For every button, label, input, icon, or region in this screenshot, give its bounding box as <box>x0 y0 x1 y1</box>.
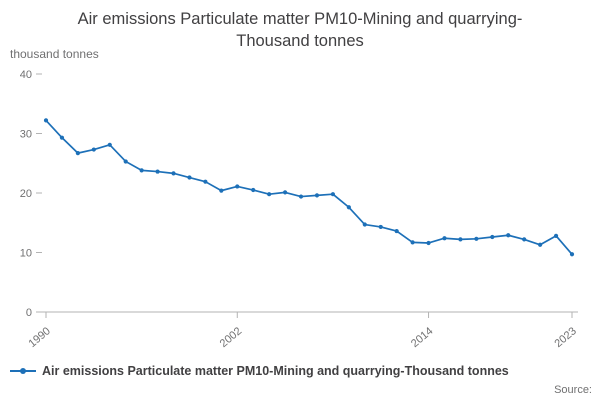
y-tick-label: 20 <box>20 188 32 200</box>
source-label: Source: <box>554 384 592 396</box>
data-point <box>75 151 80 156</box>
data-point <box>267 192 272 197</box>
data-point <box>219 188 224 193</box>
data-point <box>330 192 336 197</box>
data-point <box>187 175 192 180</box>
data-point <box>43 118 49 123</box>
x-tick-label: 2023 <box>552 325 578 350</box>
data-point <box>362 222 367 227</box>
data-point <box>490 234 495 240</box>
chart-legend[interactable]: Air emissions Particulate matter PM10-Mi… <box>10 364 509 378</box>
y-tick-label: 40 <box>20 69 32 81</box>
data-point <box>458 237 463 242</box>
data-point <box>282 190 288 195</box>
data-point <box>59 135 65 140</box>
x-tick-label: 1990 <box>26 325 52 350</box>
data-point <box>91 147 96 152</box>
data-point <box>538 242 543 247</box>
data-point <box>426 240 431 246</box>
y-axis-unit-label: thousand tonnes <box>10 47 99 61</box>
data-point <box>155 169 160 174</box>
data-point <box>123 159 128 164</box>
data-point <box>107 142 112 147</box>
x-tick-label: 2002 <box>218 325 244 350</box>
y-tick-label: 10 <box>20 248 32 260</box>
line-chart: 0 10 20 30 40 1990 2002 2014 2023 <box>20 69 579 350</box>
data-point <box>139 168 144 173</box>
legend-label: Air emissions Particulate matter PM10-Mi… <box>42 364 509 378</box>
data-point <box>171 171 176 176</box>
data-point <box>522 237 527 242</box>
data-point <box>474 236 479 241</box>
data-point <box>410 240 415 245</box>
data-point <box>314 193 320 198</box>
data-point <box>378 224 383 230</box>
data-point <box>569 252 575 257</box>
y-tick-label: 30 <box>20 129 32 141</box>
data-point <box>346 205 351 210</box>
series-line <box>45 119 573 255</box>
data-point <box>298 194 304 199</box>
data-point <box>506 233 511 238</box>
data-point <box>235 184 240 189</box>
data-point <box>394 228 399 234</box>
data-point <box>251 187 256 193</box>
data-point <box>442 236 447 241</box>
data-point <box>553 233 559 238</box>
data-point <box>203 179 208 184</box>
x-tick-label: 2014 <box>409 325 435 350</box>
chart-title: Air emissions Particulate matter PM10-Mi… <box>77 10 523 51</box>
y-tick-label: 0 <box>26 307 32 319</box>
legend-line-marker-icon <box>10 368 36 374</box>
